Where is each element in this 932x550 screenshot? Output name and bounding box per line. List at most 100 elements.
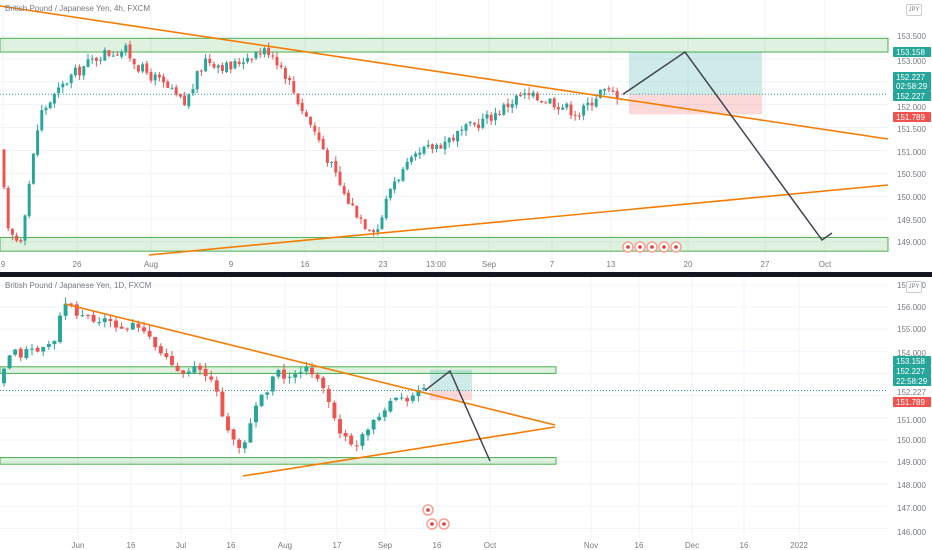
- candle[interactable]: [141, 64, 145, 72]
- candle[interactable]: [119, 326, 124, 329]
- long-position-stop-zone[interactable]: [430, 390, 472, 401]
- candle[interactable]: [426, 144, 430, 147]
- candle[interactable]: [86, 59, 90, 67]
- candle[interactable]: [354, 445, 359, 447]
- candle[interactable]: [271, 55, 275, 57]
- candle[interactable]: [130, 323, 135, 330]
- candle[interactable]: [231, 429, 236, 440]
- candle[interactable]: [468, 122, 472, 124]
- candle[interactable]: [552, 98, 556, 108]
- candle[interactable]: [90, 58, 94, 60]
- candle[interactable]: [97, 322, 102, 324]
- candle[interactable]: [2, 149, 6, 188]
- candle[interactable]: [527, 93, 531, 96]
- candle[interactable]: [270, 376, 275, 392]
- candle[interactable]: [183, 95, 187, 106]
- candle[interactable]: [388, 188, 392, 199]
- candle[interactable]: [590, 102, 594, 106]
- price-zone[interactable]: [0, 457, 557, 465]
- candle[interactable]: [523, 93, 527, 96]
- projection-path[interactable]: [424, 369, 491, 462]
- candle[interactable]: [410, 395, 415, 401]
- candle[interactable]: [460, 129, 464, 131]
- candle[interactable]: [594, 98, 598, 107]
- candle[interactable]: [447, 138, 451, 143]
- candle[interactable]: [262, 48, 266, 55]
- candle[interactable]: [561, 107, 565, 110]
- candle[interactable]: [128, 44, 132, 59]
- candle[interactable]: [540, 101, 544, 103]
- candle[interactable]: [405, 161, 409, 170]
- candle[interactable]: [293, 374, 298, 378]
- candle[interactable]: [359, 217, 363, 219]
- candle[interactable]: [246, 57, 250, 62]
- candle[interactable]: [162, 76, 166, 83]
- candle[interactable]: [493, 113, 497, 121]
- candle[interactable]: [147, 330, 152, 337]
- candle[interactable]: [283, 68, 287, 79]
- candle[interactable]: [456, 130, 460, 142]
- candle[interactable]: [397, 179, 401, 181]
- candle[interactable]: [149, 72, 153, 81]
- candle[interactable]: [343, 432, 348, 437]
- candle[interactable]: [366, 429, 370, 436]
- price-tag[interactable]: [893, 376, 931, 386]
- candle[interactable]: [124, 45, 128, 52]
- currency-badge[interactable]: JPY: [906, 4, 922, 16]
- price-zone[interactable]: [0, 236, 889, 252]
- candle[interactable]: [288, 78, 292, 81]
- candle[interactable]: [422, 388, 426, 390]
- chart-pane-1d[interactable]: 157.000156.000155.000154.000153.158152.2…: [0, 277, 932, 550]
- candle[interactable]: [258, 53, 262, 55]
- candle[interactable]: [430, 144, 434, 150]
- candle[interactable]: [69, 303, 74, 305]
- candle[interactable]: [226, 416, 230, 431]
- candle[interactable]: [254, 405, 258, 423]
- candle[interactable]: [565, 103, 569, 108]
- candle[interactable]: [80, 315, 85, 317]
- candle[interactable]: [108, 319, 113, 321]
- candle[interactable]: [582, 105, 586, 116]
- trendline[interactable]: [0, 5, 889, 140]
- candle[interactable]: [187, 94, 191, 107]
- candle[interactable]: [204, 58, 208, 72]
- candle[interactable]: [498, 114, 502, 116]
- candle[interactable]: [586, 102, 590, 106]
- candle[interactable]: [46, 343, 51, 347]
- candle[interactable]: [30, 348, 34, 350]
- candle[interactable]: [212, 63, 216, 68]
- candle[interactable]: [120, 52, 124, 57]
- candle[interactable]: [435, 144, 439, 149]
- candle[interactable]: [267, 47, 271, 55]
- candle[interactable]: [52, 341, 57, 345]
- candle[interactable]: [313, 125, 317, 132]
- chart-canvas-1d[interactable]: 157.000156.000155.000154.000153.158152.2…: [0, 277, 932, 550]
- candle[interactable]: [220, 65, 224, 71]
- candle[interactable]: [317, 132, 321, 141]
- candle[interactable]: [485, 114, 489, 119]
- candle[interactable]: [265, 392, 270, 395]
- candle[interactable]: [237, 439, 242, 448]
- candle[interactable]: [153, 336, 158, 348]
- candle[interactable]: [472, 123, 476, 125]
- chart-pane-4h[interactable]: 153.500 153.158 153.000 152.227 02:58:29 152.…: [0, 0, 932, 272]
- candle[interactable]: [69, 74, 73, 84]
- candle[interactable]: [23, 215, 27, 241]
- candle[interactable]: [519, 95, 523, 97]
- candle[interactable]: [170, 356, 174, 366]
- pane-divider[interactable]: [0, 272, 932, 277]
- candle[interactable]: [242, 442, 247, 449]
- candle[interactable]: [158, 346, 163, 354]
- price-tag[interactable]: [893, 91, 931, 101]
- candle[interactable]: [157, 74, 161, 78]
- candle[interactable]: [279, 65, 283, 68]
- candle[interactable]: [229, 61, 233, 70]
- price-tag[interactable]: [893, 112, 931, 122]
- candle[interactable]: [338, 171, 342, 186]
- candle[interactable]: [556, 107, 560, 110]
- candle[interactable]: [52, 93, 56, 104]
- candle[interactable]: [371, 419, 376, 430]
- price-tag[interactable]: [893, 366, 931, 376]
- long-position-stop-zone[interactable]: [629, 94, 762, 115]
- candle[interactable]: [422, 146, 426, 154]
